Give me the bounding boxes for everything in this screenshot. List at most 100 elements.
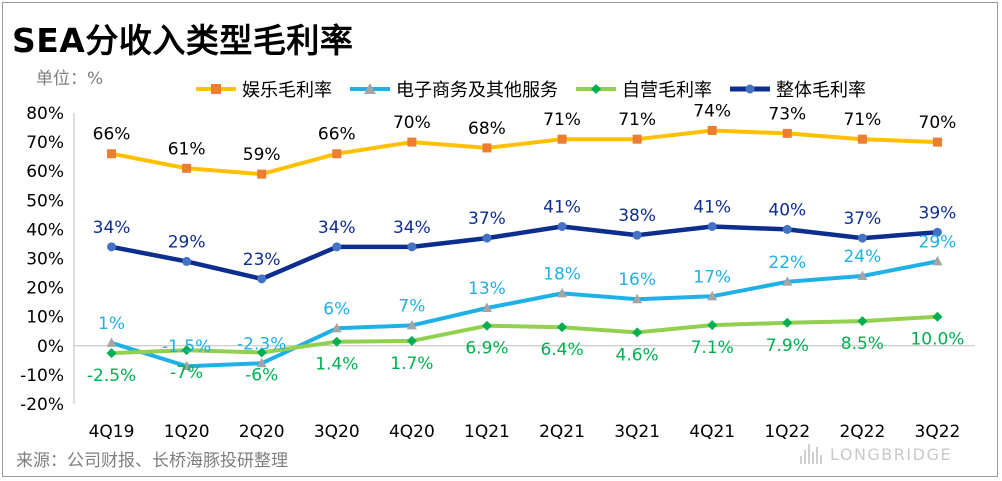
data-label: 71% bbox=[618, 110, 656, 130]
data-point bbox=[331, 322, 342, 333]
data-label: 61% bbox=[168, 139, 206, 159]
data-label: 1.7% bbox=[390, 354, 433, 374]
data-point bbox=[857, 270, 868, 280]
data-label: 37% bbox=[843, 209, 881, 229]
data-point bbox=[181, 345, 192, 356]
data-label: 41% bbox=[693, 197, 731, 217]
y-tick-label: 50% bbox=[26, 191, 64, 211]
series-group bbox=[106, 125, 943, 371]
x-tick-label: 2Q20 bbox=[239, 422, 285, 442]
x-tick-label: 2Q22 bbox=[839, 422, 885, 442]
brand-watermark: LONGBRIDGE bbox=[800, 444, 952, 464]
data-point bbox=[332, 242, 342, 252]
data-label: -2.3% bbox=[237, 334, 286, 354]
data-label: 24% bbox=[843, 247, 881, 267]
data-label: 73% bbox=[768, 104, 806, 124]
data-point bbox=[557, 221, 567, 231]
x-tick-label: 1Q20 bbox=[164, 422, 210, 442]
data-label: 23% bbox=[243, 250, 281, 270]
data-label: 59% bbox=[243, 145, 281, 165]
data-point bbox=[782, 128, 792, 138]
data-label: -6% bbox=[245, 365, 278, 385]
legend: 娱乐毛利率 电子商务及其他服务 自营毛利率 整体毛利率 bbox=[196, 76, 866, 102]
x-tick-label: 3Q21 bbox=[614, 422, 660, 442]
data-label: 16% bbox=[618, 270, 656, 290]
data-label: 34% bbox=[393, 218, 431, 238]
data-point bbox=[407, 137, 417, 147]
brand-logo-icon bbox=[800, 444, 822, 464]
unit-label: 单位：% bbox=[36, 69, 104, 89]
legend-label-ecommerce: 电子商务及其他服务 bbox=[396, 80, 558, 101]
data-label: -2.5% bbox=[87, 366, 136, 386]
data-label: 70% bbox=[919, 113, 957, 133]
data-label: 38% bbox=[618, 206, 656, 226]
data-label: 7.9% bbox=[766, 336, 809, 356]
data-label: 6% bbox=[323, 299, 350, 319]
data-point bbox=[107, 149, 117, 159]
data-point bbox=[107, 242, 117, 252]
y-tick-label: 20% bbox=[26, 279, 64, 299]
data-point bbox=[406, 335, 417, 346]
data-point bbox=[857, 233, 867, 243]
data-label: 7.1% bbox=[691, 338, 734, 358]
x-tick-label: 4Q19 bbox=[89, 422, 135, 442]
data-point bbox=[482, 143, 492, 153]
data-label: 10.0% bbox=[910, 330, 964, 350]
legend-swatch-ecommerce bbox=[350, 83, 390, 94]
x-tick-label: 3Q20 bbox=[314, 422, 360, 442]
data-label: 34% bbox=[93, 218, 131, 238]
data-point bbox=[257, 169, 267, 179]
legend-label-overall: 整体毛利率 bbox=[776, 80, 866, 101]
legend-label-first-party: 自营毛利率 bbox=[622, 80, 712, 101]
data-label: 39% bbox=[919, 203, 957, 223]
data-label: 8.5% bbox=[841, 334, 884, 354]
x-tick-label: 4Q20 bbox=[389, 422, 435, 442]
y-tick-label: -20% bbox=[20, 395, 64, 415]
data-label: 29% bbox=[919, 232, 957, 252]
data-label: 71% bbox=[843, 110, 881, 130]
y-tick-label: 60% bbox=[26, 162, 64, 182]
x-tick-label: 1Q22 bbox=[764, 422, 810, 442]
data-point bbox=[407, 242, 417, 252]
data-label: 6.9% bbox=[465, 339, 508, 359]
data-point bbox=[857, 316, 868, 327]
y-tick-label: 40% bbox=[26, 220, 64, 240]
data-label: 6.4% bbox=[540, 340, 583, 360]
data-point bbox=[256, 347, 267, 358]
series-line bbox=[109, 224, 940, 282]
data-point bbox=[707, 125, 717, 135]
data-point bbox=[932, 255, 943, 266]
data-point bbox=[331, 336, 342, 347]
data-label: 74% bbox=[693, 101, 731, 121]
y-tick-label: 70% bbox=[26, 133, 64, 153]
data-point bbox=[707, 320, 718, 331]
y-tick-label: 0% bbox=[37, 337, 64, 357]
data-label: 70% bbox=[393, 113, 431, 133]
data-label: 66% bbox=[318, 125, 356, 145]
legend-swatch-overall bbox=[730, 84, 770, 94]
data-point bbox=[106, 337, 117, 347]
data-label: 7% bbox=[398, 296, 425, 316]
legend-item-first-party: 自营毛利率 bbox=[576, 76, 712, 102]
data-point bbox=[557, 287, 568, 298]
legend-label-entertainment: 娱乐毛利率 bbox=[242, 80, 332, 101]
y-tick-label: -10% bbox=[20, 366, 64, 386]
data-label: 13% bbox=[468, 279, 506, 299]
x-tick-label: 1Q21 bbox=[464, 422, 510, 442]
data-point bbox=[632, 230, 642, 240]
data-point bbox=[257, 274, 267, 284]
data-point bbox=[332, 149, 342, 159]
data-label: 71% bbox=[543, 110, 581, 130]
data-point bbox=[557, 322, 568, 333]
series-line bbox=[109, 128, 940, 177]
data-point bbox=[932, 137, 942, 147]
data-point bbox=[857, 134, 867, 144]
legend-item-overall: 整体毛利率 bbox=[730, 76, 866, 102]
data-label: 4.6% bbox=[616, 345, 659, 365]
data-label: 66% bbox=[93, 125, 131, 145]
series-line bbox=[109, 314, 940, 356]
data-point bbox=[406, 319, 417, 330]
data-label: 29% bbox=[168, 232, 206, 252]
x-tick-label: 3Q22 bbox=[915, 422, 961, 442]
